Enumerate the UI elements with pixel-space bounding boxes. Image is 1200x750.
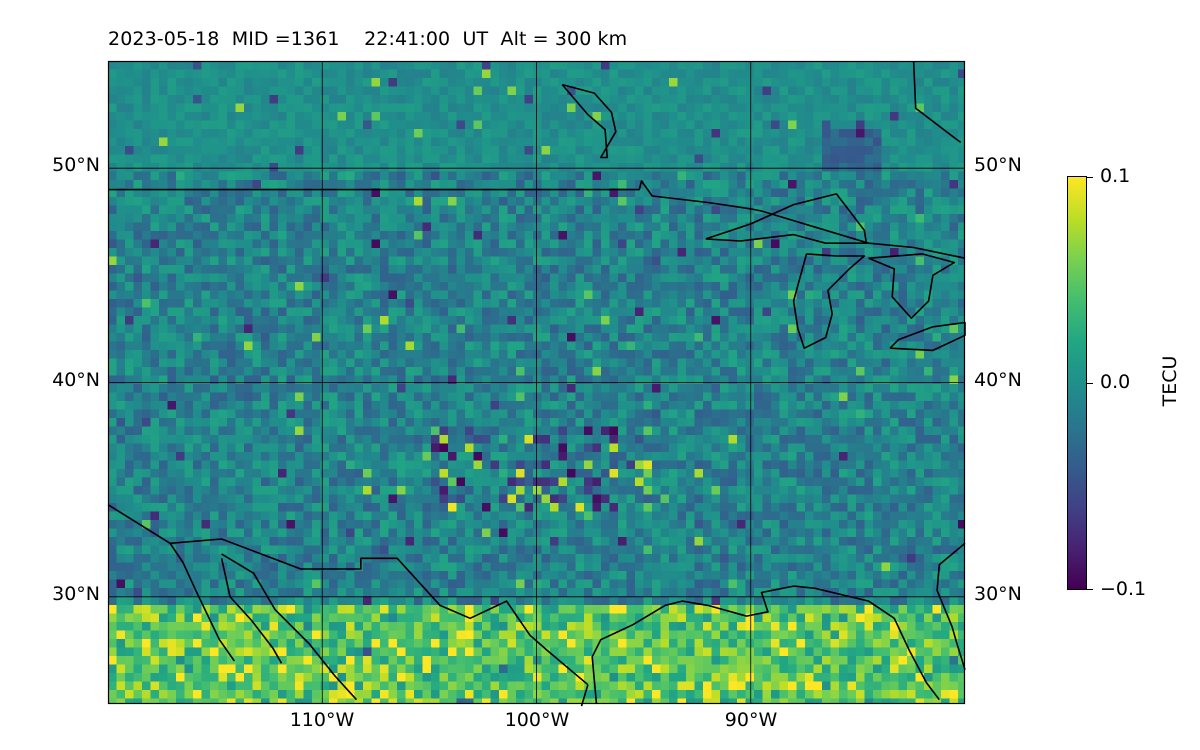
coastline-segment xyxy=(936,542,966,670)
coastline-segment xyxy=(889,321,966,352)
coastline-segment xyxy=(705,193,868,244)
lon-label-90w: 90°W xyxy=(724,709,778,731)
map-title: 2023-05-18 MID =1361 22:41:00 UT Alt = 3… xyxy=(108,28,628,50)
coastline-segment xyxy=(912,60,962,144)
colorbar xyxy=(1067,176,1087,590)
coastline-segment xyxy=(561,83,617,159)
gridlines xyxy=(108,61,965,704)
map-frame xyxy=(107,60,966,705)
coastlines xyxy=(107,60,966,707)
lat-label-left-50: 50°N xyxy=(52,154,100,176)
lat-label-left-30: 30°N xyxy=(52,583,100,605)
coastline-segment xyxy=(221,553,358,701)
lat-label-right-30: 30°N xyxy=(974,583,1022,605)
map-overlay xyxy=(107,60,966,707)
coastline-segment xyxy=(107,504,589,686)
colorbar-label-zero: 0.0 xyxy=(1100,371,1131,393)
coastline-segment xyxy=(169,542,236,662)
colorbar-title: TECU xyxy=(1159,355,1181,407)
lon-label-110w: 110°W xyxy=(289,709,355,731)
coastline-segment xyxy=(220,558,283,664)
colorbar-label-min: −0.1 xyxy=(1100,578,1147,600)
lon-label-100w: 100°W xyxy=(504,709,570,731)
colorbar-label-max: 0.1 xyxy=(1100,165,1131,187)
coastline-segment xyxy=(580,684,589,707)
colorbar-tick-zero xyxy=(1087,383,1093,384)
lat-label-left-40: 40°N xyxy=(52,369,100,391)
coastline-segment xyxy=(108,180,966,259)
lat-label-right-50: 50°N xyxy=(974,154,1022,176)
coastline-segment xyxy=(792,253,866,350)
map-panel xyxy=(107,60,966,707)
lat-label-right-40: 40°N xyxy=(974,369,1022,391)
coastline-segment xyxy=(591,585,940,705)
colorbar-tick-max xyxy=(1087,177,1093,178)
coastline-segment xyxy=(868,253,956,320)
colorbar-tick-min xyxy=(1087,589,1093,590)
